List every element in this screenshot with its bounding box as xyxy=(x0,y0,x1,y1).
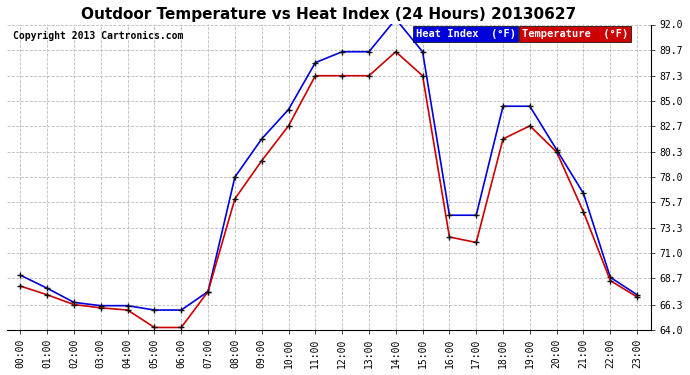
Text: Heat Index  (°F): Heat Index (°F) xyxy=(415,29,515,39)
Text: Temperature  (°F): Temperature (°F) xyxy=(522,29,628,39)
Title: Outdoor Temperature vs Heat Index (24 Hours) 20130627: Outdoor Temperature vs Heat Index (24 Ho… xyxy=(81,7,576,22)
Text: Copyright 2013 Cartronics.com: Copyright 2013 Cartronics.com xyxy=(13,31,184,40)
